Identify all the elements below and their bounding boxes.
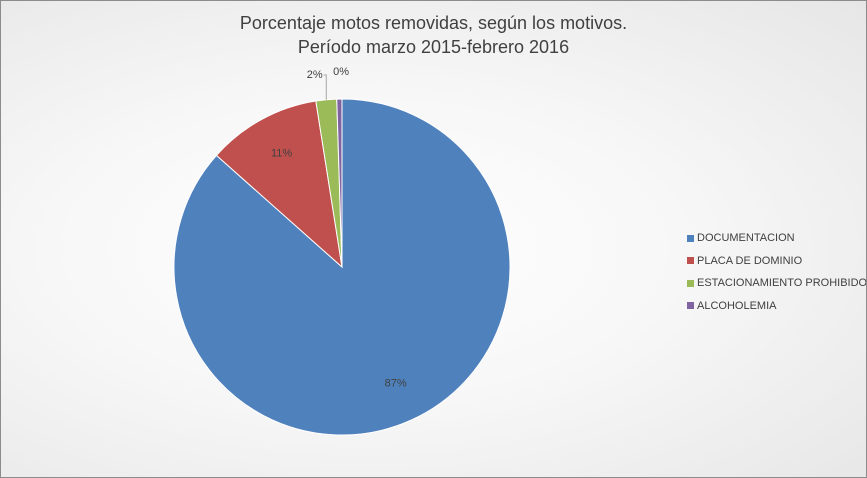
data-label-alcoholemia: 0% bbox=[333, 66, 349, 78]
legend-label-documentacion: DOCUMENTACION bbox=[697, 232, 795, 245]
legend-item-alcoholemia: ALCOHOLEMIA bbox=[687, 295, 866, 318]
legend-label-estacionamiento-prohibido: ESTACIONAMIENTO PROHIBIDO bbox=[697, 277, 867, 290]
data-label-documentacion: 87% bbox=[385, 378, 407, 390]
chart-title-line-2: Período marzo 2015-febrero 2016 bbox=[297, 37, 570, 57]
legend-swatch-placa-de-dominio bbox=[687, 257, 694, 265]
data-label-estacionamiento-prohibido: 2% bbox=[307, 69, 323, 81]
legend-swatch-estacionamiento-prohibido bbox=[687, 279, 694, 287]
legend-item-placa-de-dominio: PLACA DE DOMINIO bbox=[687, 250, 866, 273]
chart-title-line-1: Porcentaje motos removidas, según los mo… bbox=[239, 13, 628, 33]
leader-line-estacionamiento-prohibido bbox=[323, 74, 327, 100]
pie-slice-alcoholemia bbox=[336, 98, 343, 268]
legend-item-estacionamiento-prohibido: ESTACIONAMIENTO PROHIBIDO bbox=[687, 272, 867, 295]
legend-item-documentacion: DOCUMENTACION bbox=[687, 227, 866, 250]
legend-swatch-documentacion bbox=[687, 234, 694, 242]
data-label-placa-de-dominio: 11% bbox=[271, 147, 292, 159]
legend-label-placa-de-dominio: PLACA DE DOMINIO bbox=[697, 254, 803, 267]
pie-slice-placa-de-dominio bbox=[215, 100, 343, 269]
legend-label-alcoholemia: ALCOHOLEMIA bbox=[697, 299, 777, 312]
legend: DOCUMENTACION PLACA DE DOMINIO ESTACIONA… bbox=[687, 227, 867, 318]
chart-title: Porcentaje motos removidas, según los mo… bbox=[1, 11, 866, 59]
legend-swatch-alcoholemia bbox=[687, 302, 694, 310]
